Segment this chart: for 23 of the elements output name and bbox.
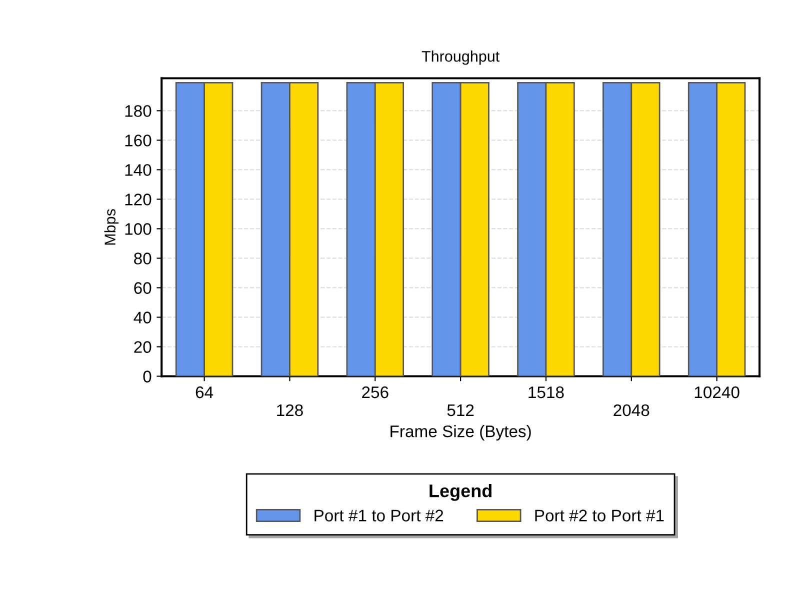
y-tick-label: 40 [134, 312, 152, 324]
y-tick-label: 120 [125, 194, 152, 206]
y-tick-label: 0 [143, 370, 152, 382]
legend-label: Port #2 to Port #1 [535, 510, 664, 522]
y-tick-label: 160 [125, 134, 152, 146]
y-tick-label: 180 [125, 105, 152, 117]
y-tick-label: 100 [125, 223, 152, 235]
x-tick-label: 64 [196, 386, 214, 398]
legend-title: Legend [430, 484, 492, 501]
y-tick-label: 60 [134, 282, 152, 294]
x-axis-title: Frame Size (Bytes) [390, 425, 531, 441]
x-tick-label: 512 [447, 404, 474, 416]
x-tick-label: 1518 [528, 386, 564, 398]
legend-label: Port #1 to Port #2 [314, 510, 444, 522]
x-tick-label: 2048 [614, 404, 650, 416]
x-tick-label: 128 [277, 404, 303, 416]
y-tick-label: 20 [134, 341, 152, 353]
y-tick-label: 80 [134, 252, 152, 264]
y-axis-title: Mbps [104, 209, 119, 245]
y-tick-label: 140 [125, 164, 152, 176]
x-tick-label: 10240 [694, 386, 740, 398]
x-tick-label: 256 [362, 386, 388, 398]
chart-title: Throughput [422, 50, 500, 65]
